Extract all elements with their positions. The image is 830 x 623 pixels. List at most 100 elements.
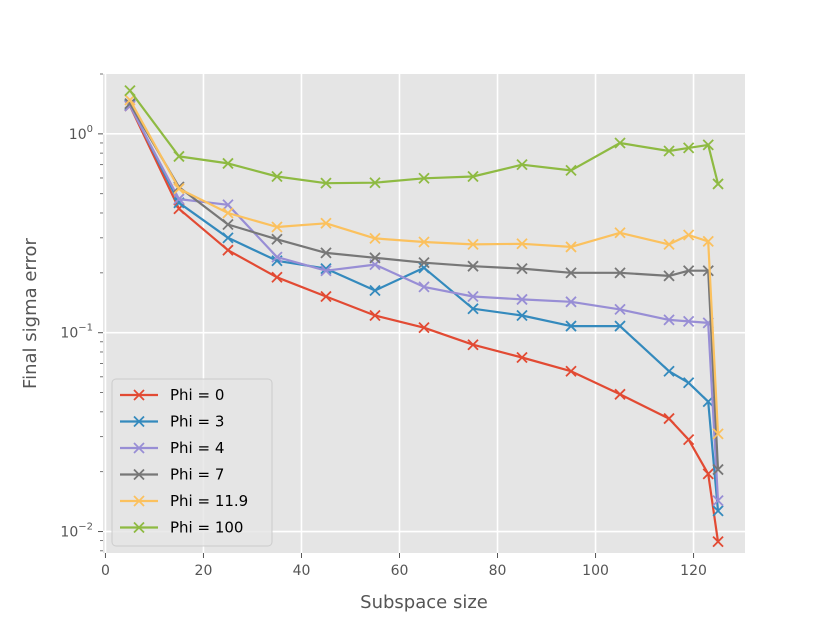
data-point bbox=[683, 229, 695, 241]
data-point bbox=[516, 351, 528, 364]
legend-label: Phi = 3 bbox=[170, 413, 224, 431]
legend-item: Phi = 100 bbox=[120, 519, 243, 537]
data-point bbox=[516, 293, 528, 306]
legend-item: Phi = 7 bbox=[120, 466, 224, 484]
data-point bbox=[565, 296, 577, 308]
legend-item: Phi = 11.9 bbox=[120, 492, 248, 510]
data-point bbox=[712, 505, 724, 517]
data-point bbox=[702, 235, 714, 247]
data-point bbox=[222, 232, 234, 244]
data-point bbox=[418, 281, 430, 293]
data-point bbox=[702, 139, 714, 151]
data-point bbox=[271, 271, 283, 283]
data-point bbox=[369, 232, 381, 245]
data-point bbox=[418, 172, 430, 184]
data-point bbox=[712, 428, 724, 440]
data-point bbox=[614, 388, 626, 400]
data-point bbox=[663, 412, 675, 425]
series-3 bbox=[124, 97, 724, 476]
data-point bbox=[320, 247, 332, 259]
legend-item: Phi = 0 bbox=[120, 386, 224, 404]
data-point bbox=[320, 177, 332, 189]
data-point bbox=[614, 227, 626, 239]
data-point bbox=[565, 320, 577, 332]
data-point bbox=[516, 262, 528, 275]
data-point bbox=[271, 233, 283, 245]
series-4 bbox=[124, 94, 724, 440]
legend-label: Phi = 0 bbox=[170, 386, 224, 404]
x-tick-label: 0 bbox=[101, 563, 110, 579]
data-point bbox=[271, 170, 283, 183]
data-point bbox=[712, 495, 724, 507]
x-tick-label: 80 bbox=[489, 563, 507, 579]
data-point bbox=[222, 244, 234, 256]
data-point bbox=[683, 433, 695, 446]
legend-item: Phi = 4 bbox=[120, 439, 224, 457]
axis-ticks: 0 20 40 60 80 100 120 10−2 10−1 100 bbox=[60, 73, 707, 579]
series-2 bbox=[124, 100, 724, 507]
series-layer bbox=[124, 84, 724, 548]
data-point bbox=[369, 284, 381, 297]
data-point bbox=[663, 270, 675, 282]
x-tick-label: 100 bbox=[582, 563, 609, 579]
data-point bbox=[683, 142, 695, 154]
data-point bbox=[663, 314, 675, 326]
data-point bbox=[516, 238, 528, 250]
x-axis-label: Subspace size bbox=[360, 592, 488, 613]
data-point bbox=[369, 252, 381, 264]
x-tick-label: 20 bbox=[195, 563, 213, 579]
data-point bbox=[418, 262, 430, 274]
legend-label: Phi = 11.9 bbox=[170, 492, 248, 510]
data-point bbox=[702, 265, 714, 277]
data-point bbox=[173, 150, 185, 163]
data-point bbox=[320, 217, 332, 229]
data-point bbox=[614, 137, 626, 149]
data-point bbox=[467, 290, 479, 303]
x-tick-label: 60 bbox=[391, 563, 409, 579]
data-point bbox=[565, 241, 577, 253]
series-0 bbox=[124, 100, 724, 548]
data-point bbox=[712, 178, 724, 190]
data-point bbox=[516, 309, 528, 322]
data-point bbox=[683, 315, 695, 328]
data-point bbox=[271, 251, 283, 263]
data-point bbox=[418, 257, 430, 269]
data-point bbox=[516, 159, 528, 171]
data-point bbox=[663, 238, 675, 251]
data-point bbox=[173, 183, 185, 195]
data-point bbox=[271, 221, 283, 233]
data-point bbox=[565, 365, 577, 377]
data-point bbox=[418, 236, 430, 248]
data-point bbox=[320, 262, 332, 275]
data-point bbox=[565, 267, 577, 279]
y-tick-label: 10−2 bbox=[60, 522, 93, 541]
legend-label: Phi = 4 bbox=[170, 439, 224, 457]
data-point bbox=[467, 170, 479, 183]
y-tick-label: 10−1 bbox=[60, 323, 93, 342]
series-5 bbox=[124, 84, 724, 190]
data-point bbox=[467, 339, 479, 351]
data-point bbox=[222, 199, 234, 211]
data-point bbox=[565, 164, 577, 177]
legend-label: Phi = 100 bbox=[170, 519, 243, 537]
legend-label: Phi = 7 bbox=[170, 466, 224, 484]
data-point bbox=[369, 309, 381, 322]
data-point bbox=[222, 218, 234, 231]
data-point bbox=[663, 365, 675, 377]
x-tick-label: 40 bbox=[293, 563, 311, 579]
y-tick-label: 100 bbox=[69, 124, 93, 143]
y-axis-label: Final sigma error bbox=[20, 237, 41, 388]
data-point bbox=[124, 84, 136, 97]
data-point bbox=[614, 320, 626, 332]
data-point bbox=[320, 265, 332, 277]
data-point bbox=[467, 260, 479, 272]
data-point bbox=[712, 535, 724, 548]
data-point bbox=[683, 377, 695, 389]
legend-item: Phi = 3 bbox=[120, 413, 224, 431]
x-tick-label: 120 bbox=[680, 563, 707, 579]
data-point bbox=[467, 238, 479, 251]
data-point bbox=[320, 290, 332, 303]
data-point bbox=[222, 207, 234, 219]
data-point bbox=[712, 463, 724, 476]
